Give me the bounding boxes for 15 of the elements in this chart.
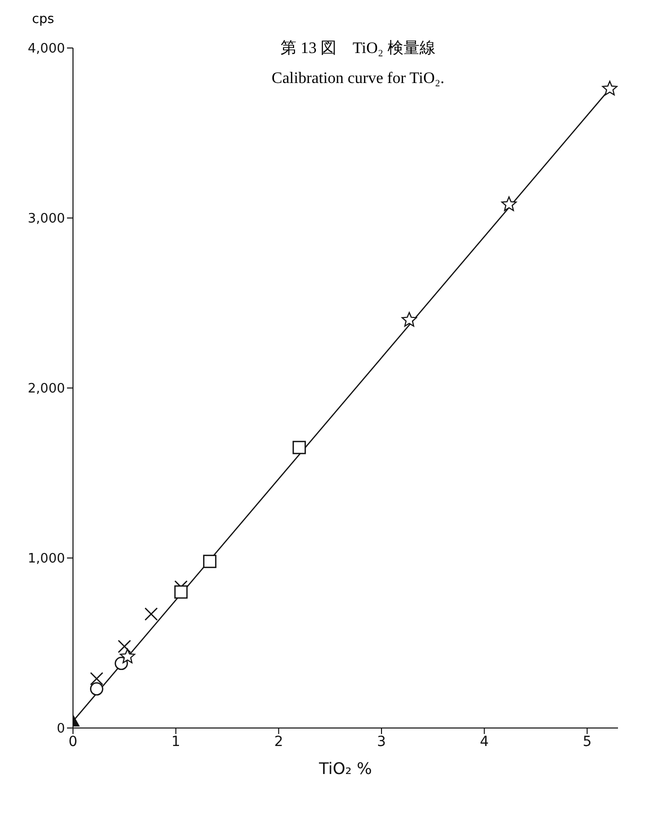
x-tick-label: 2: [274, 734, 284, 750]
y-tick-label: 0: [56, 722, 65, 737]
text: Calibration curve for TiO₂.: [270, 69, 446, 89]
y-tick-label: 3,000: [28, 212, 65, 227]
x-tick-label: 1: [171, 734, 180, 750]
x-tick-label: 4: [480, 734, 489, 750]
y-tick-label: 4,000: [28, 42, 65, 57]
y-tick-label: 1,000: [28, 552, 65, 567]
y-tick-label: 2,000: [28, 382, 65, 397]
chart-title: 第 13 図 TiO₂ 検量線: [280, 39, 436, 59]
x-tick-label: 5: [582, 734, 592, 750]
y-axis-title: cps: [32, 12, 54, 27]
x-tick-label: 3: [377, 734, 386, 750]
x-tick-label: 0: [68, 734, 78, 750]
x-axis-title: TiO₂ %: [318, 759, 372, 778]
